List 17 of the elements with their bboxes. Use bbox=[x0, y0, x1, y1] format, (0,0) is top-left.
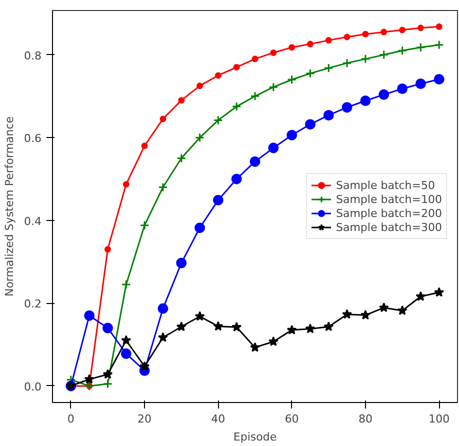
x-tick-label: 80 bbox=[358, 412, 372, 426]
y-tick-label: 0.0 bbox=[24, 380, 42, 394]
y-axis-title: Normalized System Performance bbox=[3, 116, 16, 297]
y-tick-label: 0.6 bbox=[24, 132, 42, 146]
legend-label: Sample batch=300 bbox=[336, 220, 442, 234]
y-tick-label: 0.4 bbox=[24, 214, 42, 228]
y-tick-label: 0.2 bbox=[24, 298, 42, 311]
legend-label: Sample batch=100 bbox=[336, 192, 442, 206]
y-tick-label: 0.8 bbox=[24, 49, 42, 62]
x-tick-label: 100 bbox=[428, 412, 450, 426]
legend-label: Sample batch=50 bbox=[336, 178, 435, 192]
x-tick-label: 0 bbox=[67, 412, 74, 426]
x-tick-label: 40 bbox=[211, 412, 226, 426]
x-tick-label: 20 bbox=[138, 412, 152, 426]
legend-label: Sample batch=200 bbox=[336, 206, 442, 220]
x-tick-label: 60 bbox=[284, 412, 299, 426]
x-axis-title: Episode bbox=[233, 430, 277, 444]
